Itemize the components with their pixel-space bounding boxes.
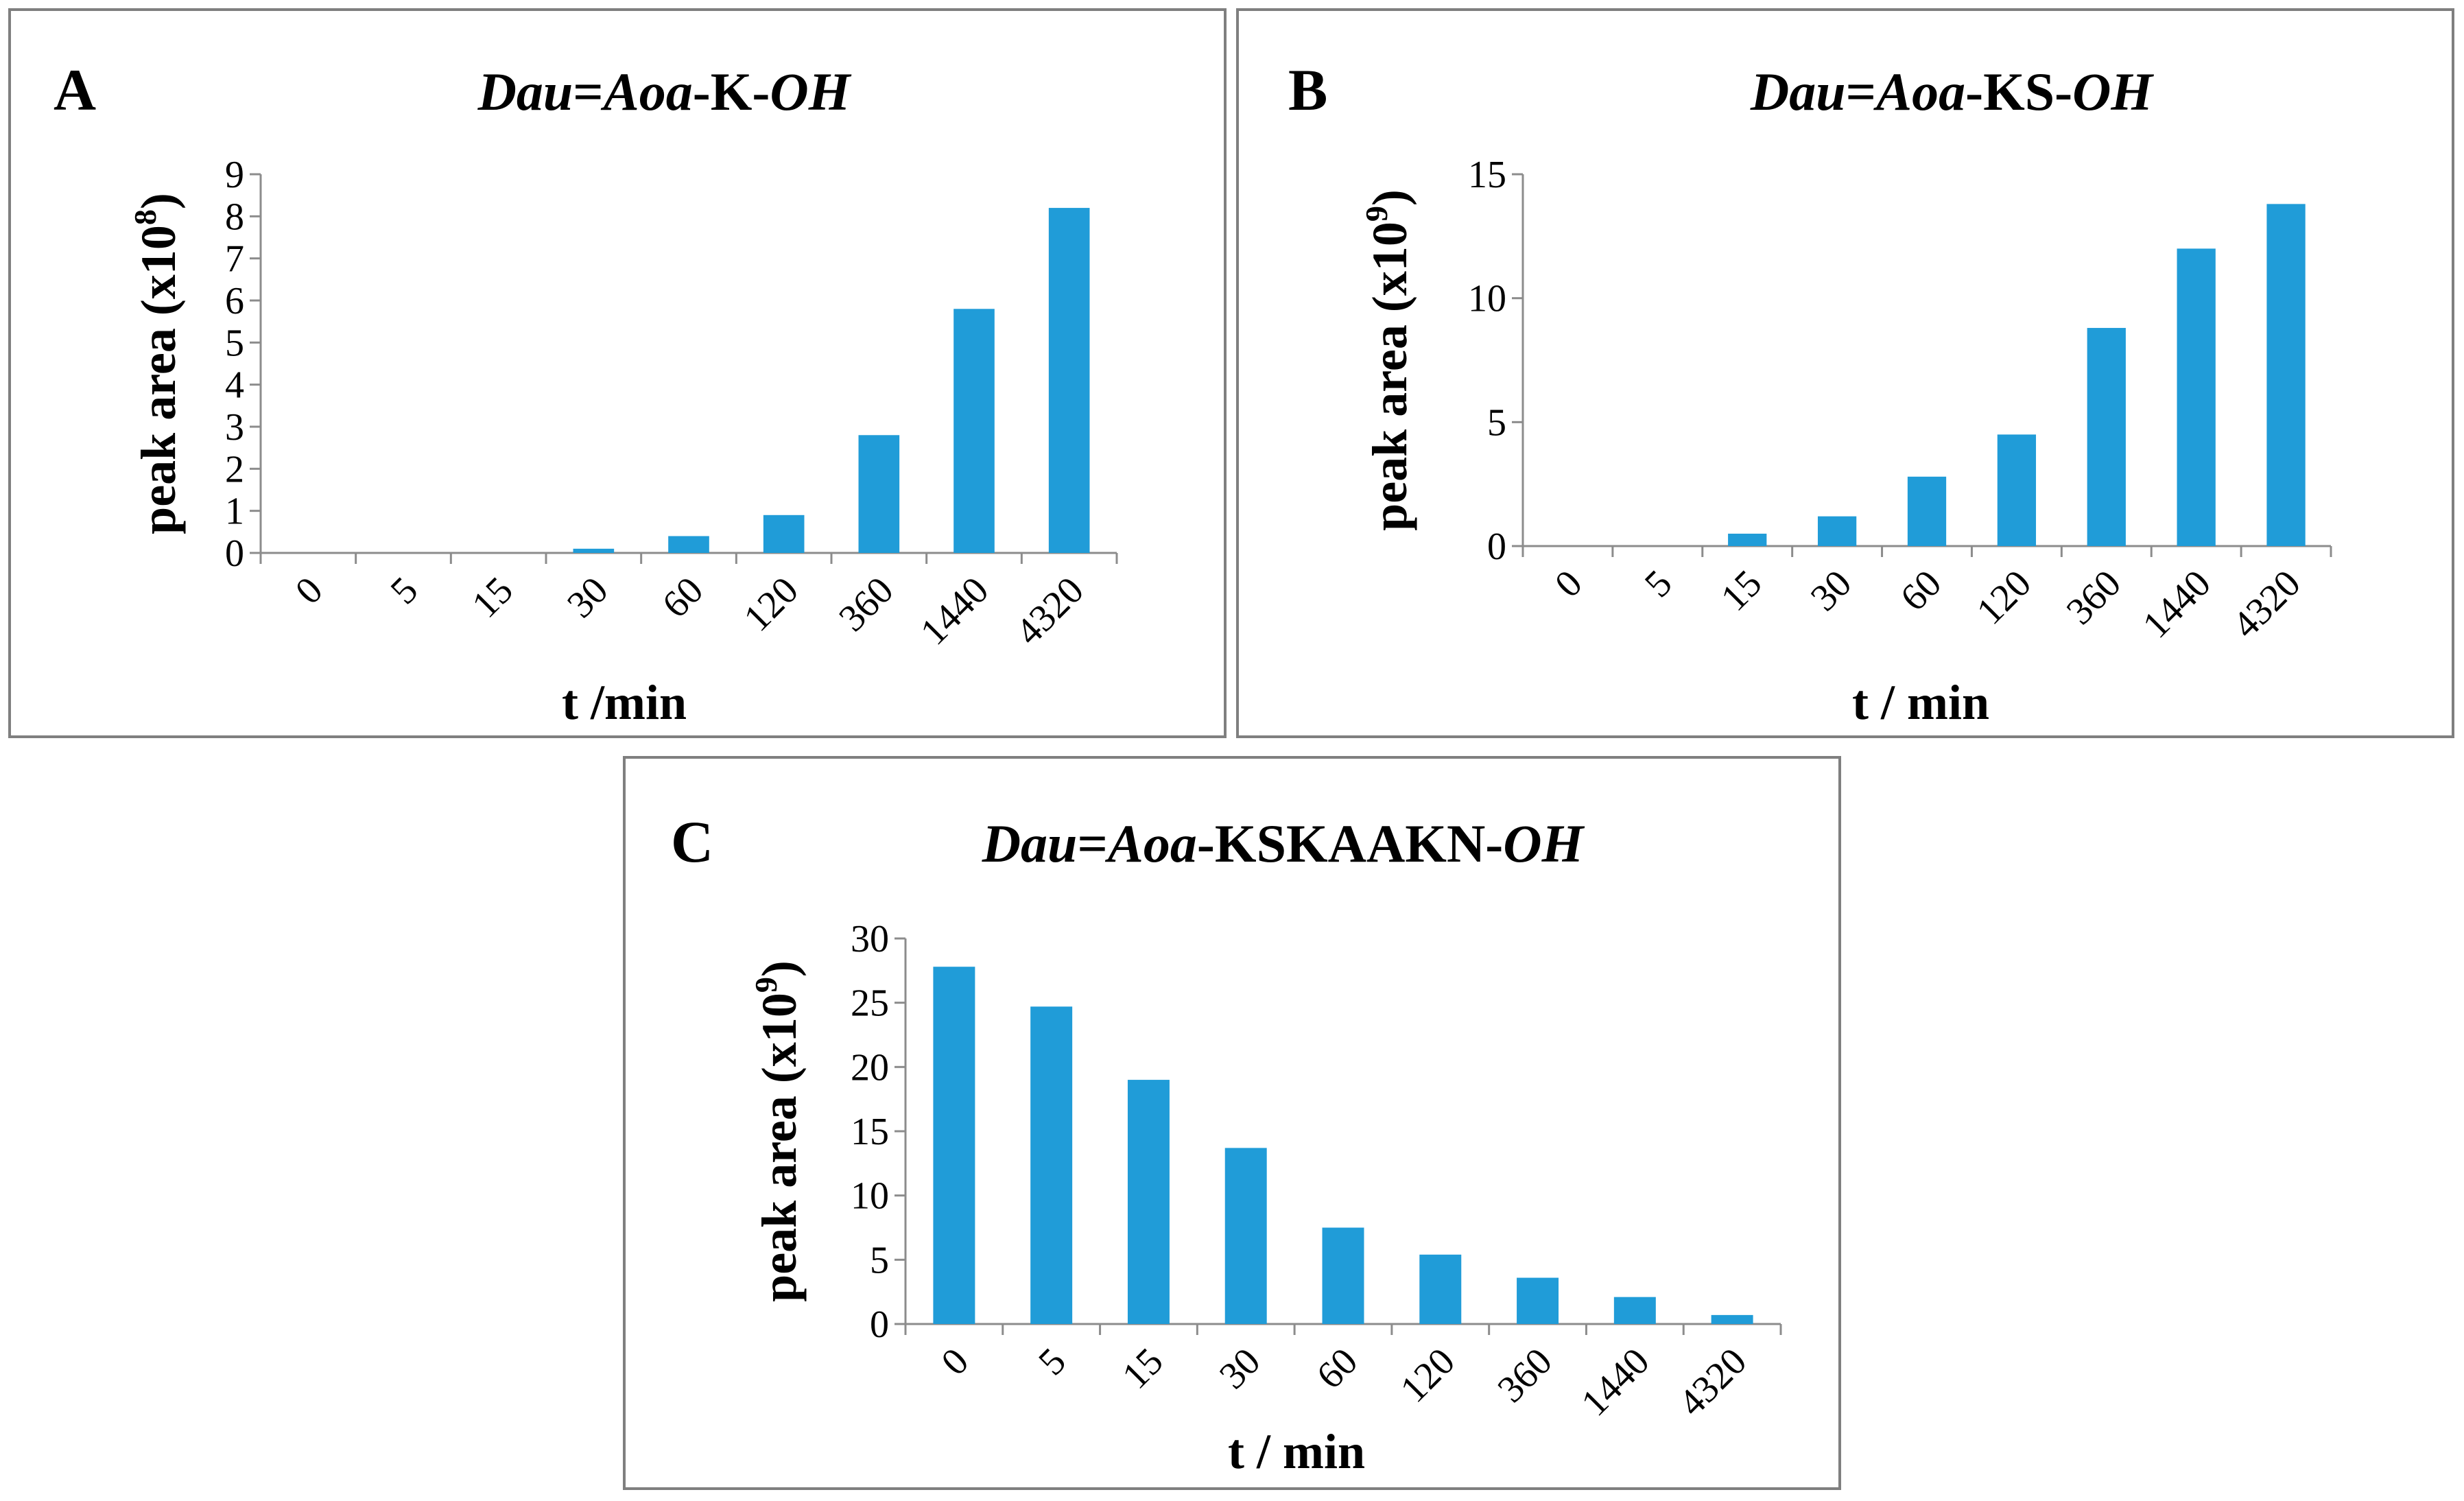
y-tick-label-b: 5 [1487, 401, 1506, 444]
bar-b-4320 [2266, 204, 2306, 546]
y-tick-label-a: 5 [225, 322, 244, 364]
bar-a-30 [573, 548, 615, 553]
y-tick-label-a: 8 [225, 196, 244, 238]
bar-a-120 [763, 515, 805, 553]
bar-c-60 [1322, 1227, 1364, 1324]
y-tick-label-a: 2 [225, 448, 244, 491]
x-tick-label-a: 360 [831, 569, 901, 639]
bar-b-15 [1728, 533, 1767, 546]
bar-c-15 [1127, 1080, 1170, 1324]
x-tick-label-b: 15 [1713, 562, 1770, 619]
y-tick-label-c: 25 [851, 982, 889, 1025]
x-tick-label-c: 30 [1211, 1340, 1268, 1397]
x-tick-label-a: 5 [383, 569, 427, 613]
y-tick-label-c: 30 [851, 918, 889, 960]
chart-title-a: Dau=Aoa-K-OH [477, 62, 852, 121]
bar-b-60 [1907, 476, 1947, 546]
chart-title-b: Dau=Aoa-KS-OH [1750, 62, 2155, 121]
x-tick-label-a: 30 [559, 569, 616, 626]
x-tick-label-a: 120 [736, 569, 807, 639]
x-tick-label-b: 60 [1893, 562, 1950, 619]
x-tick-label-a: 15 [464, 569, 521, 626]
panel-c [623, 756, 1841, 1490]
x-axis-label-b: t / min [1852, 675, 1989, 730]
x-tick-label-a: 4320 [1008, 569, 1092, 653]
x-axis-label-a: t /min [562, 675, 687, 730]
y-tick-label-a: 0 [225, 532, 244, 575]
bar-c-30 [1224, 1148, 1267, 1324]
x-tick-label-b: 5 [1637, 562, 1681, 606]
x-tick-label-a: 1440 [912, 569, 997, 653]
x-axis-label-c: t / min [1228, 1424, 1365, 1479]
bar-b-30 [1817, 516, 1857, 546]
y-tick-label-a: 1 [225, 491, 244, 533]
panel-b [1236, 8, 2454, 738]
x-tick-label-b: 30 [1803, 562, 1860, 619]
bar-a-360 [858, 435, 900, 553]
y-tick-label-b: 15 [1468, 154, 1506, 196]
x-tick-label-b: 4320 [2225, 562, 2309, 646]
y-axis-label-b: peak area (x109) [1359, 189, 1417, 531]
bar-a-4320 [1048, 208, 1090, 553]
bar-a-60 [668, 536, 709, 553]
x-tick-label-c: 1440 [1573, 1340, 1657, 1424]
x-tick-label-c: 5 [1030, 1340, 1074, 1384]
y-axis-label-a: peak area (x108) [128, 193, 186, 534]
x-tick-label-c: 4320 [1670, 1340, 1755, 1424]
bar-c-0 [933, 967, 975, 1324]
x-tick-label-b: 1440 [2135, 562, 2219, 646]
bar-b-360 [2087, 328, 2126, 546]
bar-c-5 [1030, 1006, 1073, 1324]
x-tick-label-b: 360 [2059, 562, 2129, 633]
y-tick-label-a: 7 [225, 238, 244, 281]
bar-b-120 [1997, 434, 2037, 546]
x-tick-label-c: 120 [1393, 1340, 1463, 1410]
panel-letter-b: B [1288, 57, 1327, 123]
bar-c-4320 [1711, 1314, 1753, 1324]
y-tick-label-c: 5 [870, 1239, 889, 1281]
x-tick-label-c: 0 [933, 1340, 977, 1384]
panel-a [8, 8, 1227, 738]
y-tick-label-a: 9 [225, 154, 244, 196]
y-tick-label-c: 15 [851, 1111, 889, 1153]
panel-letter-c: C [671, 809, 713, 875]
bar-c-1440 [1613, 1297, 1656, 1324]
x-tick-label-b: 120 [1969, 562, 2039, 633]
x-tick-label-a: 60 [654, 569, 711, 626]
y-tick-label-c: 0 [870, 1303, 889, 1346]
bar-b-1440 [2177, 248, 2216, 546]
y-tick-label-a: 3 [225, 406, 244, 449]
x-tick-label-a: 0 [287, 569, 331, 613]
x-tick-label-c: 15 [1114, 1340, 1171, 1397]
x-tick-label-c: 360 [1490, 1340, 1561, 1410]
y-tick-label-c: 20 [851, 1046, 889, 1089]
panel-letter-a: A [54, 57, 96, 123]
x-tick-label-b: 0 [1547, 562, 1591, 606]
y-tick-label-a: 6 [225, 280, 244, 322]
bar-c-360 [1517, 1277, 1559, 1324]
y-axis-label-c: peak area (x109) [748, 960, 807, 1302]
y-tick-label-b: 10 [1468, 278, 1506, 320]
x-tick-label-c: 60 [1309, 1340, 1366, 1397]
y-tick-label-c: 10 [851, 1175, 889, 1218]
y-tick-label-b: 0 [1487, 525, 1506, 568]
bar-a-1440 [953, 309, 995, 553]
y-tick-label-a: 4 [225, 364, 244, 407]
chart-title-c: Dau=Aoa-KSKAAKN-OH [982, 814, 1585, 873]
bar-c-120 [1419, 1254, 1462, 1324]
